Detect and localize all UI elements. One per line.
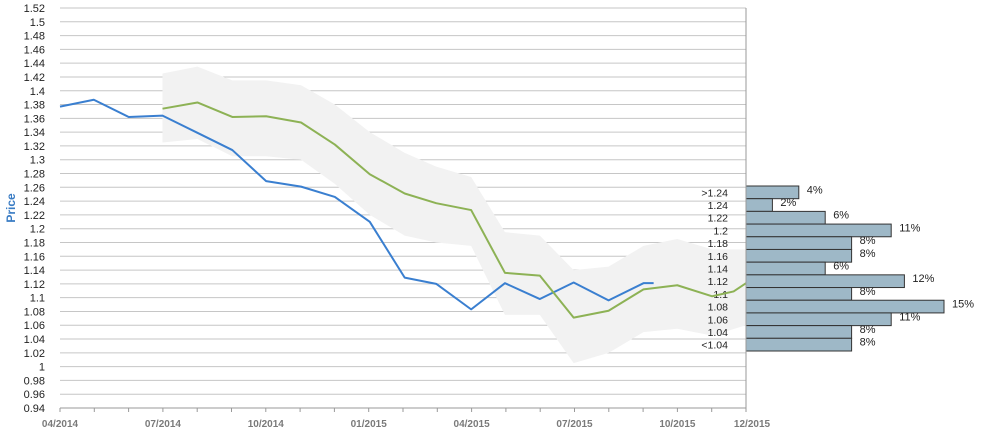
y-tick-label: 1.08	[24, 306, 45, 318]
histogram-pct-label: 8%	[860, 337, 876, 349]
series-line-green	[162, 101, 747, 319]
histogram-bin-label: 1.06	[708, 314, 729, 326]
histogram-pct-label: 4%	[807, 184, 823, 196]
histogram-bin-label: 1.16	[708, 251, 729, 263]
histogram: >1.24 4% 1.24 2% 1.22 6% 1.2 11% 1.18 8% 1.16 8% 1.1…	[701, 184, 974, 351]
y-tick-label: 1.46	[24, 44, 45, 56]
histogram-bin-label: 1.04	[708, 327, 729, 339]
histogram-bin-label: 1.24	[708, 200, 729, 212]
histogram-bin-label: 1.2	[713, 225, 728, 237]
y-tick-label: 1.22	[24, 210, 45, 222]
x-tick-label: 07/2015	[556, 419, 593, 430]
histogram-pct-label: 11%	[899, 222, 920, 234]
y-tick-label: 1.38	[24, 100, 45, 112]
histogram-pct-label: 6%	[833, 261, 849, 273]
y-tick-label: 0.94	[24, 403, 45, 415]
y-tick-label: 1.18	[24, 237, 45, 249]
y-tick-label: 1.16	[24, 251, 45, 263]
y-tick-label: 1	[39, 362, 45, 374]
y-tick-label: 0.96	[24, 389, 45, 401]
axes: 0.940.960.9811.021.041.061.081.11.121.14…	[24, 3, 771, 430]
forecast-band-area	[162, 66, 747, 364]
histogram-bin-label: >1.24	[701, 187, 728, 199]
y-tick-label: 1.24	[24, 196, 45, 208]
histogram-bar	[745, 274, 905, 289]
histogram-bar	[745, 210, 826, 225]
histogram-bin-label: 1.08	[708, 302, 729, 314]
x-tick-label: 04/2014	[42, 419, 79, 430]
histogram-bin-label: 1.22	[708, 213, 729, 225]
histogram-bar	[745, 198, 773, 212]
x-tick-label: 01/2015	[351, 419, 388, 430]
histogram-pct-label: 11%	[899, 311, 920, 323]
y-tick-label: 1.06	[24, 320, 45, 332]
y-tick-label: 1.5	[30, 17, 45, 29]
x-tick-label: 10/2015	[659, 419, 696, 430]
y-tick-label: 1.34	[24, 127, 45, 139]
y-tick-label: 1.04	[24, 334, 45, 346]
forecast-band	[162, 66, 747, 364]
histogram-pct-label: 15%	[952, 299, 974, 311]
x-tick-label: 04/2015	[454, 419, 491, 430]
y-tick-label: 1.28	[24, 169, 45, 181]
histogram-bar	[745, 287, 853, 301]
histogram-bar	[745, 337, 853, 352]
y-tick-label: 1.48	[24, 31, 45, 43]
histogram-pct-label: 8%	[860, 324, 876, 336]
y-tick-label: 1.02	[24, 348, 45, 360]
y-tick-label: 1.52	[24, 3, 45, 15]
x-tick-label: 10/2014	[248, 419, 285, 430]
histogram-pct-label: 8%	[860, 248, 876, 260]
y-tick-label: 0.98	[24, 375, 45, 387]
histogram-bin-label: 1.18	[708, 238, 729, 250]
series-line-blue	[59, 98, 654, 311]
x-tick-label: 12/2015	[734, 419, 771, 430]
y-tick-label: 1.36	[24, 113, 45, 125]
histogram-pct-label: 2%	[780, 197, 796, 209]
histogram-bar	[745, 236, 853, 250]
y-tick-label: 1.44	[24, 58, 45, 70]
y-tick-label: 1.12	[24, 279, 45, 291]
histogram-pct-label: 8%	[860, 235, 876, 247]
y-tick-label: 1.4	[30, 86, 45, 98]
histogram-pct-label: 8%	[860, 286, 876, 298]
histogram-bin-label: <1.04	[701, 340, 728, 352]
y-tick-label: 1.3	[30, 155, 45, 167]
series-lines	[59, 98, 747, 319]
y-tick-label: 1.32	[24, 141, 45, 153]
x-tick-label: 07/2014	[145, 419, 182, 430]
y-tick-label: 1.26	[24, 182, 45, 194]
histogram-bar	[745, 261, 826, 276]
histogram-bar	[745, 325, 853, 339]
histogram-pct-label: 12%	[912, 273, 934, 285]
y-tick-label: 1.14	[24, 265, 45, 277]
y-tick-label: 1.1	[30, 293, 45, 305]
y-tick-label: 1.42	[24, 72, 45, 84]
y-axis-label: Price	[4, 193, 18, 223]
y-tick-label: 1.2	[30, 224, 45, 236]
histogram-bin-label: 1.12	[708, 276, 729, 288]
histogram-bin-label: 1.14	[708, 264, 729, 276]
histogram-pct-label: 6%	[833, 210, 849, 222]
